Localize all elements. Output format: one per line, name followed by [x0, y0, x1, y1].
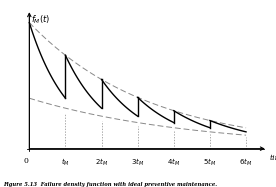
Text: $2t_M$: $2t_M$	[95, 157, 108, 168]
Text: $3t_M$: $3t_M$	[131, 157, 144, 168]
Text: $4t_M$: $4t_M$	[167, 157, 181, 168]
Text: time: time	[270, 154, 276, 162]
Text: $6t_M$: $6t_M$	[239, 157, 253, 168]
Text: $5t_M$: $5t_M$	[203, 157, 217, 168]
Text: 0: 0	[23, 157, 28, 165]
Text: $t_M$: $t_M$	[61, 157, 70, 168]
Text: $f_M(t)$: $f_M(t)$	[31, 13, 51, 26]
Text: Figure 5.13  Failure density function with ideal preventive maintenance.: Figure 5.13 Failure density function wit…	[3, 182, 217, 187]
